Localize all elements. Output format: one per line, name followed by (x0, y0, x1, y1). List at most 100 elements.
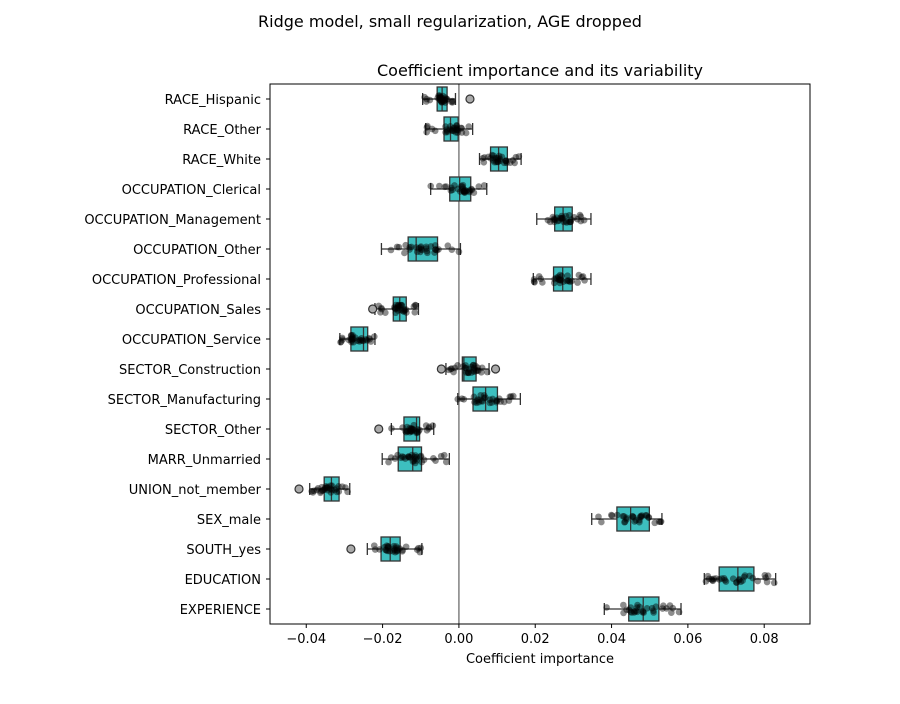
strip-point (502, 157, 510, 165)
strip-point (377, 309, 384, 316)
strip-point (449, 127, 456, 135)
strip-point (399, 548, 406, 555)
strip-point (321, 486, 329, 493)
strip-point (412, 459, 419, 467)
strip-point (484, 153, 492, 161)
strip-point (420, 456, 428, 464)
strip-point (478, 397, 485, 405)
strip-point (322, 482, 330, 490)
strip-point (729, 575, 737, 583)
strip-point (496, 155, 504, 163)
strip-point (493, 158, 500, 166)
strip-point (310, 487, 318, 495)
strip-point (491, 158, 498, 166)
strip-point (424, 122, 431, 130)
strip-point (411, 453, 419, 461)
strip-point (560, 218, 568, 226)
x-tick-label: 0.06 (673, 632, 702, 647)
strip-point (415, 245, 423, 252)
box-iqr (461, 356, 477, 382)
strip-point (442, 94, 449, 101)
strip-point (378, 304, 385, 312)
strip-point (445, 366, 453, 374)
strip-point (482, 394, 489, 401)
strip-point (634, 601, 641, 609)
strip-point (496, 157, 504, 165)
strip-point (620, 601, 627, 609)
strip-point (551, 218, 558, 226)
strip-point (462, 362, 469, 369)
strip-point (577, 213, 585, 220)
strip-point (327, 489, 335, 496)
strip-point (444, 128, 451, 136)
strip-point (337, 338, 345, 345)
strip-point (347, 335, 355, 343)
strip-point (441, 96, 449, 104)
strip-point (348, 332, 355, 339)
strip-point (489, 395, 496, 403)
strip-point (507, 393, 515, 400)
strip-point (754, 577, 762, 585)
strip-point (668, 609, 675, 616)
strip-point (413, 429, 420, 437)
strip-point (398, 453, 406, 460)
strip-point (643, 512, 650, 519)
strip-point (443, 127, 451, 135)
strip-point (764, 572, 772, 579)
outlier-point (490, 364, 501, 374)
strip-point (393, 305, 401, 312)
strip-point (468, 369, 475, 376)
strip-point (359, 337, 366, 344)
strip-point (735, 576, 743, 584)
strip-point (675, 608, 683, 616)
strip-point (632, 607, 640, 615)
strip-point (712, 575, 720, 582)
strip-point (391, 305, 399, 313)
strip-point (762, 574, 769, 582)
strip-point (460, 187, 468, 195)
y-tick-label: OCCUPATION_Sales (135, 303, 261, 318)
strip-point (490, 157, 497, 164)
strip-point (446, 126, 454, 133)
strip-point (439, 96, 446, 104)
strip-point (371, 546, 379, 553)
strip-point (352, 334, 359, 342)
strip-point (468, 186, 476, 194)
strip-point (440, 98, 447, 105)
strip-point (448, 184, 455, 192)
strip-point (450, 127, 458, 135)
strip-point (537, 275, 545, 283)
strip-point (401, 249, 408, 257)
strip-point (620, 513, 628, 520)
strip-point (422, 245, 430, 252)
strip-point (473, 397, 481, 405)
strip-point (470, 368, 478, 376)
strip-point (660, 602, 667, 609)
strip-point (631, 608, 638, 615)
strip-point (556, 214, 564, 222)
strip-point (645, 514, 652, 521)
strip-point (437, 452, 445, 460)
strip-point (623, 514, 630, 522)
strip-point (453, 126, 460, 133)
box-iqr (616, 506, 650, 532)
strip-point (324, 486, 332, 494)
strip-point (426, 96, 434, 104)
strip-point (308, 487, 316, 495)
strip-point (761, 571, 769, 579)
strip-point (553, 214, 561, 221)
strip-point (558, 212, 565, 220)
axes-title: Coefficient importance and its variabili… (377, 61, 703, 80)
strip-point (318, 483, 326, 491)
strip-point (335, 483, 342, 490)
strip-point (417, 243, 425, 250)
strip-point (451, 364, 459, 372)
strip-point (574, 279, 581, 286)
y-tick-label: MARR_Unmarried (148, 453, 261, 468)
strip-point (400, 308, 407, 315)
strip-point (398, 301, 406, 309)
strip-point (393, 546, 401, 554)
strip-point (530, 278, 538, 285)
strip-point (735, 575, 743, 583)
strip-point (474, 366, 481, 374)
